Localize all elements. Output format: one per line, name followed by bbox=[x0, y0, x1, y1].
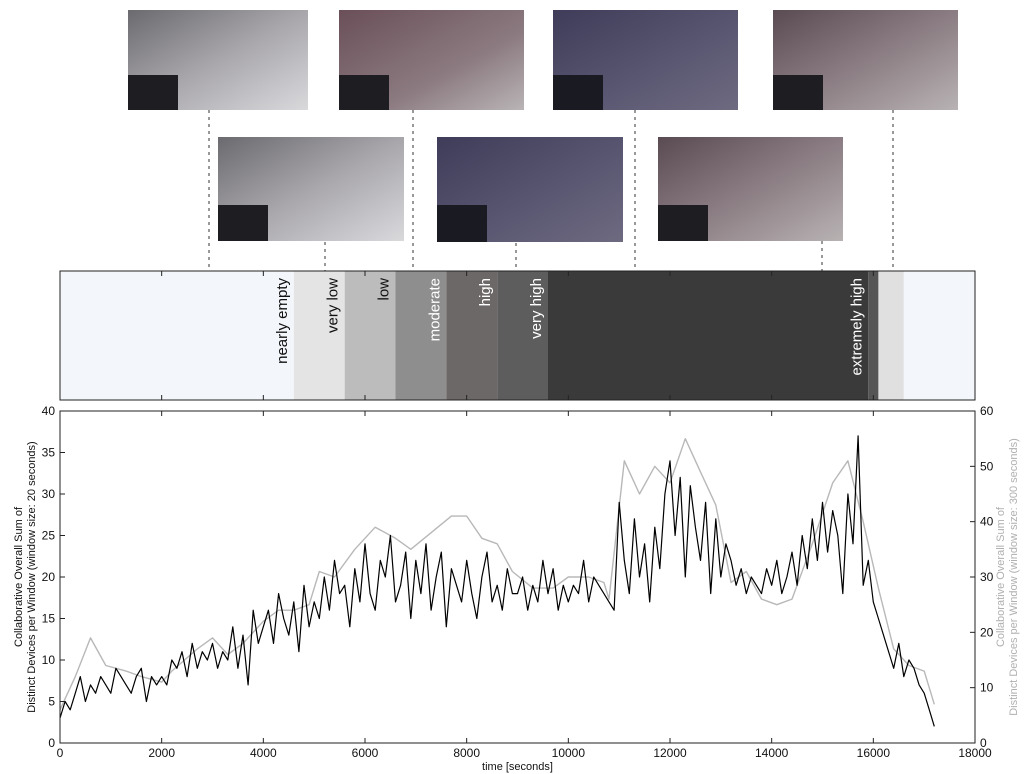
photo-detail bbox=[553, 75, 603, 110]
y-tick-label: 35 bbox=[42, 446, 56, 460]
y-tick-label: 20 bbox=[42, 570, 56, 584]
x-tick-label: 10000 bbox=[552, 746, 586, 760]
photo-detail bbox=[128, 75, 178, 110]
x-tick-label: 4000 bbox=[250, 746, 277, 760]
data-line bbox=[60, 436, 934, 727]
photo-detail bbox=[773, 75, 823, 110]
y-axis-label: Distinct Devices per Window (window size… bbox=[26, 441, 38, 712]
y2-axis-label: Collaborative Overall Sum of bbox=[995, 506, 1007, 647]
band-label: low bbox=[376, 278, 393, 301]
band-label: very high bbox=[528, 278, 545, 339]
x-axis-label: time [seconds] bbox=[482, 761, 553, 773]
y-tick-label: 25 bbox=[42, 529, 56, 543]
y2-tick-label: 60 bbox=[980, 404, 994, 418]
band-segment bbox=[904, 271, 975, 400]
x-tick-label: 16000 bbox=[857, 746, 891, 760]
photo-detail bbox=[339, 75, 389, 110]
y2-tick-label: 0 bbox=[980, 736, 987, 750]
x-tick-label: 8000 bbox=[453, 746, 480, 760]
y2-axis-label: Distinct Devices per Window (window size… bbox=[1008, 438, 1020, 716]
photo-detail bbox=[658, 205, 708, 241]
x-tick-label: 6000 bbox=[352, 746, 379, 760]
x-tick-label: 14000 bbox=[755, 746, 789, 760]
x-tick-label: 0 bbox=[57, 746, 64, 760]
y-tick-label: 15 bbox=[42, 612, 56, 626]
band-segment bbox=[868, 271, 878, 400]
y-tick-label: 10 bbox=[42, 653, 56, 667]
y2-tick-label: 20 bbox=[980, 625, 994, 639]
y-tick-label: 40 bbox=[42, 404, 56, 418]
y2-tick-label: 40 bbox=[980, 515, 994, 529]
band-segment bbox=[878, 271, 903, 400]
data-line bbox=[60, 439, 934, 710]
band-label: moderate bbox=[426, 278, 443, 341]
y2-tick-label: 50 bbox=[980, 459, 994, 473]
photo-detail bbox=[437, 205, 487, 242]
x-tick-label: 12000 bbox=[653, 746, 687, 760]
figure: nearly empty very low low moderate high very … bbox=[0, 0, 1024, 774]
x-tick-label: 2000 bbox=[148, 746, 175, 760]
y-tick-label: 5 bbox=[48, 695, 55, 709]
photos bbox=[128, 10, 958, 242]
plot-frame bbox=[60, 411, 975, 743]
band-label: high bbox=[477, 278, 494, 306]
band-label: nearly empty bbox=[274, 278, 291, 364]
band-segment bbox=[548, 271, 868, 400]
y2-tick-label: 30 bbox=[980, 570, 994, 584]
y-tick-label: 0 bbox=[48, 736, 55, 750]
y-axis-label: Collaborative Overall Sum of bbox=[13, 506, 25, 647]
band-segment bbox=[60, 271, 294, 400]
y2-tick-label: 10 bbox=[980, 681, 994, 695]
band-label: extremely high bbox=[848, 278, 865, 376]
photo-detail bbox=[218, 205, 268, 241]
y-tick-label: 30 bbox=[42, 487, 56, 501]
x-tick-label: 18000 bbox=[958, 746, 992, 760]
band-label: very low bbox=[325, 278, 342, 333]
